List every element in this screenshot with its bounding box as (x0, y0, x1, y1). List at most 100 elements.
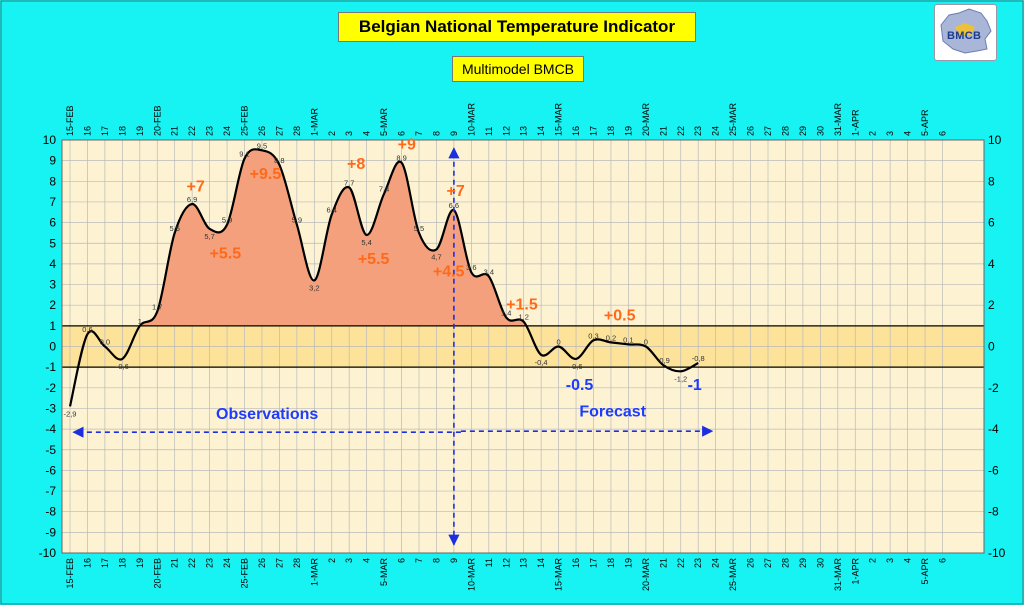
x-tick-label-bottom: 26 (746, 558, 756, 568)
x-tick-label-top: 13 (519, 126, 529, 136)
x-tick-label-top: 26 (746, 126, 756, 136)
y2-tick-label: -6 (988, 463, 999, 477)
y-tick-label: 2 (49, 298, 56, 312)
x-tick-label-bottom: 23 (205, 558, 215, 568)
x-tick-label-top: 22 (676, 126, 686, 136)
x-tick-label-top: 6 (397, 131, 407, 136)
y2-tick-label: 8 (988, 174, 995, 188)
y-tick-label: -9 (45, 525, 56, 539)
x-tick-label-top: 3 (344, 131, 354, 136)
y-tick-label: 1 (49, 319, 56, 333)
warm-area-fill (70, 149, 699, 326)
x-tick-label-top: 7 (414, 131, 424, 136)
x-tick-label-bottom: 17 (589, 558, 599, 568)
x-tick-label-top: 2 (868, 131, 878, 136)
x-tick-label-top: 25-FEB (240, 105, 250, 136)
x-tick-label-top: 23 (205, 126, 215, 136)
x-tick-label-bottom: 15-MAR (554, 558, 564, 592)
x-tick-label-bottom: 10-MAR (466, 558, 476, 592)
chart-subtitle: Multimodel BMCB (452, 56, 584, 82)
x-tick-label-top: 17 (100, 126, 110, 136)
data-label: 1 (138, 317, 142, 326)
y-axis-right: 10 8 6 4 2 0 -2 -4 -6 -8 -10 (988, 133, 1006, 560)
annotation-label: -1 (688, 377, 702, 394)
data-label: 5,9 (222, 216, 232, 225)
x-tick-label-bottom: 27 (763, 558, 773, 568)
data-label: -0,4 (535, 358, 548, 367)
data-label: -0,6 (570, 362, 583, 371)
x-tick-label-bottom: 17 (100, 558, 110, 568)
data-label: 0,2 (606, 333, 616, 342)
x-tick-label-bottom: 25-FEB (240, 558, 250, 589)
x-tick-label-top: 28 (292, 126, 302, 136)
x-tick-label-top: 2 (327, 131, 337, 136)
x-tick-label-top: 29 (798, 126, 808, 136)
y-tick-label: -6 (45, 463, 56, 477)
y-tick-label: -5 (45, 443, 56, 457)
x-tick-label-bottom: 18 (117, 558, 127, 568)
x-tick-label-bottom: 20-MAR (641, 558, 651, 592)
y-tick-label: 6 (49, 216, 56, 230)
data-label: 0,0 (100, 338, 110, 347)
data-label: 3,4 (484, 267, 494, 276)
y-tick-label: -8 (45, 505, 56, 519)
x-tick-label-top: 16 (571, 126, 581, 136)
x-tick-label-top: 3 (885, 131, 895, 136)
y-tick-label: -1 (45, 360, 56, 374)
x-tick-label-top: 15-FEB (65, 105, 75, 136)
data-label: -1,2 (674, 374, 687, 383)
y-tick-label: 3 (49, 278, 56, 292)
x-tick-label-bottom: 1-APR (850, 558, 860, 585)
data-label: 1,2 (518, 313, 528, 322)
data-label: 5,4 (361, 238, 371, 247)
x-tick-label-bottom: 21 (170, 558, 180, 568)
x-tick-label-top: 17 (589, 126, 599, 136)
x-tick-label-bottom: 24 (711, 558, 721, 568)
x-tick-label-bottom: 3 (344, 558, 354, 563)
x-tick-label-bottom: 26 (257, 558, 267, 568)
x-tick-label-bottom: 6 (938, 558, 948, 563)
data-label: 8,8 (274, 156, 284, 165)
data-label: -0,9 (657, 356, 670, 365)
y2-tick-label: -10 (988, 546, 1006, 560)
data-label: 3,2 (309, 283, 319, 292)
x-tick-label-top: 20-MAR (641, 102, 651, 136)
x-tick-label-top: 19 (135, 126, 145, 136)
y-tick-label: 4 (49, 257, 56, 271)
data-label: 5,5 (414, 224, 424, 233)
x-tick-label-bottom: 18 (606, 558, 616, 568)
y2-tick-label: 4 (988, 257, 995, 271)
x-tick-label-bottom: 25-MAR (728, 558, 738, 592)
x-tick-label-bottom: 15-FEB (65, 558, 75, 589)
data-label: 0,1 (623, 335, 633, 344)
x-tick-label-top: 21 (170, 126, 180, 136)
x-tick-label-top: 18 (117, 126, 127, 136)
x-tick-label-top: 27 (763, 126, 773, 136)
data-label: 8,9 (396, 154, 406, 163)
data-label: 5,7 (204, 232, 214, 241)
x-tick-label-bottom: 7 (414, 558, 424, 563)
y-tick-label: 9 (49, 154, 56, 168)
x-tick-label-bottom: 11 (484, 558, 494, 567)
y2-tick-label: 2 (988, 298, 995, 312)
x-tick-label-bottom: 27 (274, 558, 284, 568)
y2-tick-label: -4 (988, 422, 999, 436)
x-tick-label-bottom: 19 (623, 558, 633, 568)
x-tick-label-top: 15-MAR (554, 102, 564, 136)
annotation-label: +7 (187, 179, 205, 196)
y-tick-label: 5 (49, 236, 56, 250)
x-tick-label-bottom: 22 (676, 558, 686, 568)
x-tick-label-bottom: 20-FEB (152, 558, 162, 589)
x-tick-label-bottom: 22 (187, 558, 197, 568)
x-tick-label-bottom: 8 (431, 558, 441, 563)
x-tick-label-bottom: 31-MAR (833, 558, 843, 592)
annotations: +7 +5.5 +9.5 +8 +5.5 +9 +4.5 +7 +1.5 +0.5 -0.5 -1 Ob… (187, 136, 702, 422)
data-label: 9,1 (239, 150, 249, 159)
x-tick-label-bottom: 12 (501, 558, 511, 568)
x-tick-label-top: 9 (449, 131, 459, 136)
data-label: -0,8 (692, 354, 705, 363)
x-tick-label-bottom: 14 (536, 558, 546, 568)
